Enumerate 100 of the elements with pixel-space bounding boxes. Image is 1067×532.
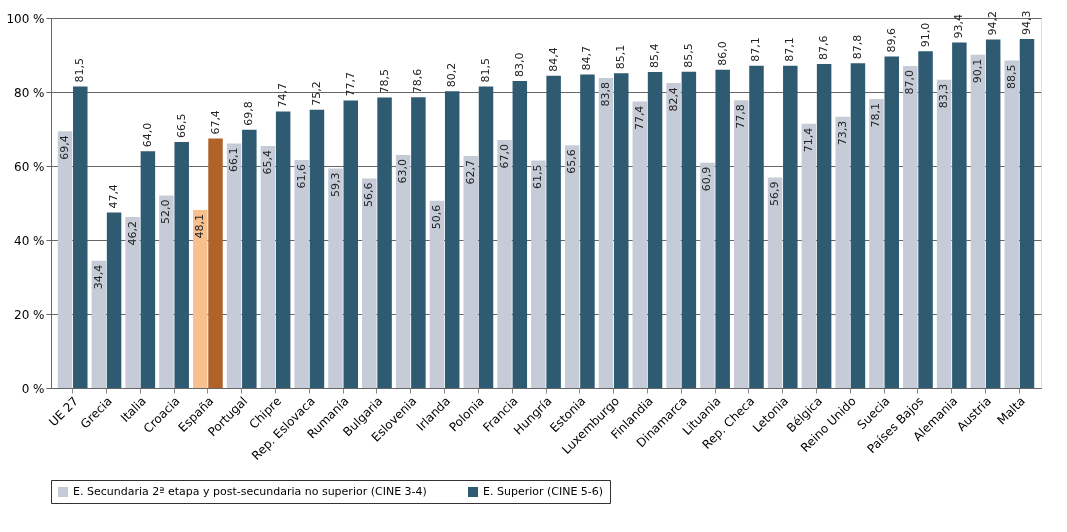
bar [715, 69, 730, 388]
data-label: 87,0 [903, 70, 917, 95]
data-label: 66,5 [174, 113, 188, 138]
bar [193, 210, 208, 388]
data-label: 83,3 [937, 83, 951, 109]
bar [598, 77, 614, 388]
bar [816, 63, 832, 388]
data-label: 61,5 [531, 164, 545, 189]
bar [444, 91, 460, 388]
bar [395, 154, 411, 388]
bar [242, 129, 257, 388]
data-label: 83,0 [512, 52, 526, 77]
data-label: 56,6 [362, 182, 376, 208]
data-label: 87,1 [749, 37, 763, 62]
bar [884, 56, 899, 388]
data-label: 94,2 [986, 10, 1000, 36]
bar [647, 72, 663, 388]
bar [952, 42, 967, 388]
bar [275, 111, 291, 388]
bar [125, 217, 140, 388]
data-label: 67,4 [208, 110, 222, 135]
data-label: 84,4 [546, 47, 560, 72]
bar [783, 65, 798, 388]
y-tick-label: 40 % [14, 233, 45, 248]
data-label: 87,6 [817, 35, 831, 60]
data-label: 91,0 [918, 22, 932, 48]
bar [1004, 60, 1019, 388]
bar [497, 140, 512, 388]
data-label: 80,2 [445, 62, 459, 88]
data-label: 65,6 [565, 149, 579, 174]
data-label: 75,2 [309, 81, 323, 106]
bar [985, 39, 1001, 388]
bar [700, 162, 715, 388]
data-label: 77,8 [734, 104, 748, 129]
data-label: 65,4 [260, 150, 274, 175]
bar [73, 86, 88, 388]
data-label: 69,4 [58, 135, 72, 160]
bar [174, 141, 189, 388]
data-label: 71,4 [801, 127, 815, 153]
data-label: 81,5 [479, 57, 493, 83]
data-label: 85,5 [681, 43, 695, 68]
data-label: 69,8 [242, 101, 256, 126]
bar [309, 109, 325, 388]
bar [294, 160, 309, 388]
legend-label: E. Superior (CINE 5-6) [483, 485, 604, 498]
data-label: 86,0 [715, 41, 729, 66]
bar [159, 195, 174, 388]
bar [681, 71, 697, 388]
bar [343, 100, 359, 388]
data-label: 85,1 [614, 44, 628, 70]
bar [140, 151, 156, 388]
y-tick-label: 80 % [14, 85, 45, 100]
data-label: 66,1 [227, 147, 241, 172]
bar [106, 212, 122, 388]
data-label: 67,0 [497, 144, 511, 169]
data-label: 88,5 [1004, 64, 1018, 90]
data-label: 85,4 [648, 43, 662, 69]
legend-label: E. Secundaria 2ª etapa y post-secundaria no superior (CINE 3-4) [73, 485, 427, 498]
bar [801, 123, 817, 388]
bar [362, 178, 377, 388]
data-label: 89,6 [884, 27, 898, 53]
data-label: 82,4 [666, 87, 680, 112]
data-label: 34,4 [91, 264, 105, 290]
bar [970, 54, 986, 388]
data-label: 78,5 [377, 69, 391, 94]
data-label: 48,1 [193, 214, 207, 239]
data-label: 77,7 [343, 72, 357, 97]
data-label: 83,8 [598, 81, 612, 107]
bar [936, 79, 952, 388]
x-tick-label: UE 27 [46, 394, 82, 430]
data-label: 81,5 [73, 57, 87, 83]
data-label: 73,3 [835, 120, 849, 146]
data-label: 62,7 [463, 160, 477, 185]
bar [869, 99, 884, 388]
data-label: 74,7 [276, 83, 290, 108]
bar [614, 73, 629, 388]
data-label: 56,9 [768, 181, 782, 206]
bar [91, 260, 107, 388]
data-label: 93,4 [952, 13, 966, 39]
bar [632, 101, 648, 388]
bar [377, 97, 392, 388]
data-label: 63,0 [396, 158, 410, 184]
bar [1019, 39, 1035, 388]
data-label: 50,6 [429, 204, 443, 230]
data-label: 77,4 [632, 105, 646, 131]
bar [328, 168, 343, 388]
bar [57, 131, 73, 388]
bar [546, 75, 561, 388]
data-label: 87,8 [850, 34, 864, 60]
bar [733, 100, 749, 388]
data-label: 94,3 [1019, 10, 1033, 36]
bar [767, 177, 783, 388]
bar [411, 97, 426, 388]
data-label: 60,9 [700, 166, 714, 192]
bar [903, 66, 918, 388]
data-label: 47,4 [107, 184, 121, 209]
data-label: 87,1 [783, 37, 797, 62]
bar [512, 80, 528, 388]
bar [463, 156, 478, 388]
data-label: 64,0 [140, 122, 154, 148]
